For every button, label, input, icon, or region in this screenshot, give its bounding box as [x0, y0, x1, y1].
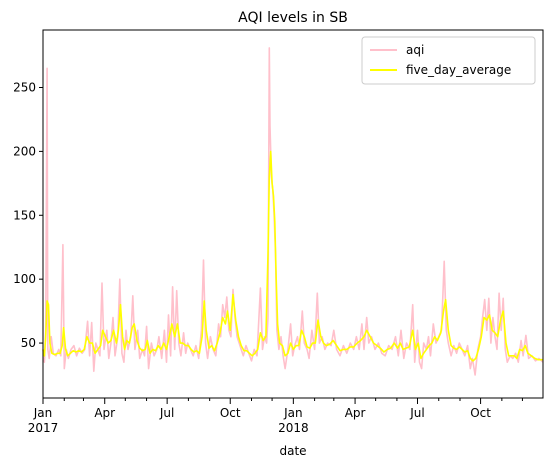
- series-layer: [42, 47, 544, 376]
- x-tick-label: Apr: [94, 406, 115, 420]
- y-tick-label: 200: [13, 144, 36, 158]
- y-tick-label: 50: [21, 336, 36, 350]
- legend: aqi five_day_average: [361, 36, 536, 85]
- y-tick-label: 250: [13, 81, 36, 95]
- x-tick-label: Jul: [409, 406, 424, 420]
- x-tick-year-label: 2017: [28, 421, 59, 435]
- plot-frame: [42, 29, 544, 399]
- x-tick-label: Jan: [283, 406, 303, 420]
- x-tick-year-label: 2018: [278, 421, 309, 435]
- x-tick-label: Jul: [159, 406, 174, 420]
- legend-label-five_day_average: five_day_average: [406, 63, 511, 77]
- x-axis-label: date: [279, 444, 306, 458]
- x-tick-label: Oct: [470, 406, 491, 420]
- x-tick-label: Oct: [220, 406, 241, 420]
- legend-label-aqi: aqi: [406, 43, 424, 57]
- y-tick-label: 150: [13, 208, 36, 222]
- legend-box: [361, 36, 536, 85]
- x-tick-label: Apr: [345, 406, 366, 420]
- y-axis: 50 100 150 200 250: [13, 81, 43, 350]
- y-tick-label: 100: [13, 272, 36, 286]
- series-line-five_day_average: [42, 150, 543, 362]
- chart-title: AQI levels in SB: [238, 10, 348, 26]
- x-tick-label: Jan: [33, 406, 53, 420]
